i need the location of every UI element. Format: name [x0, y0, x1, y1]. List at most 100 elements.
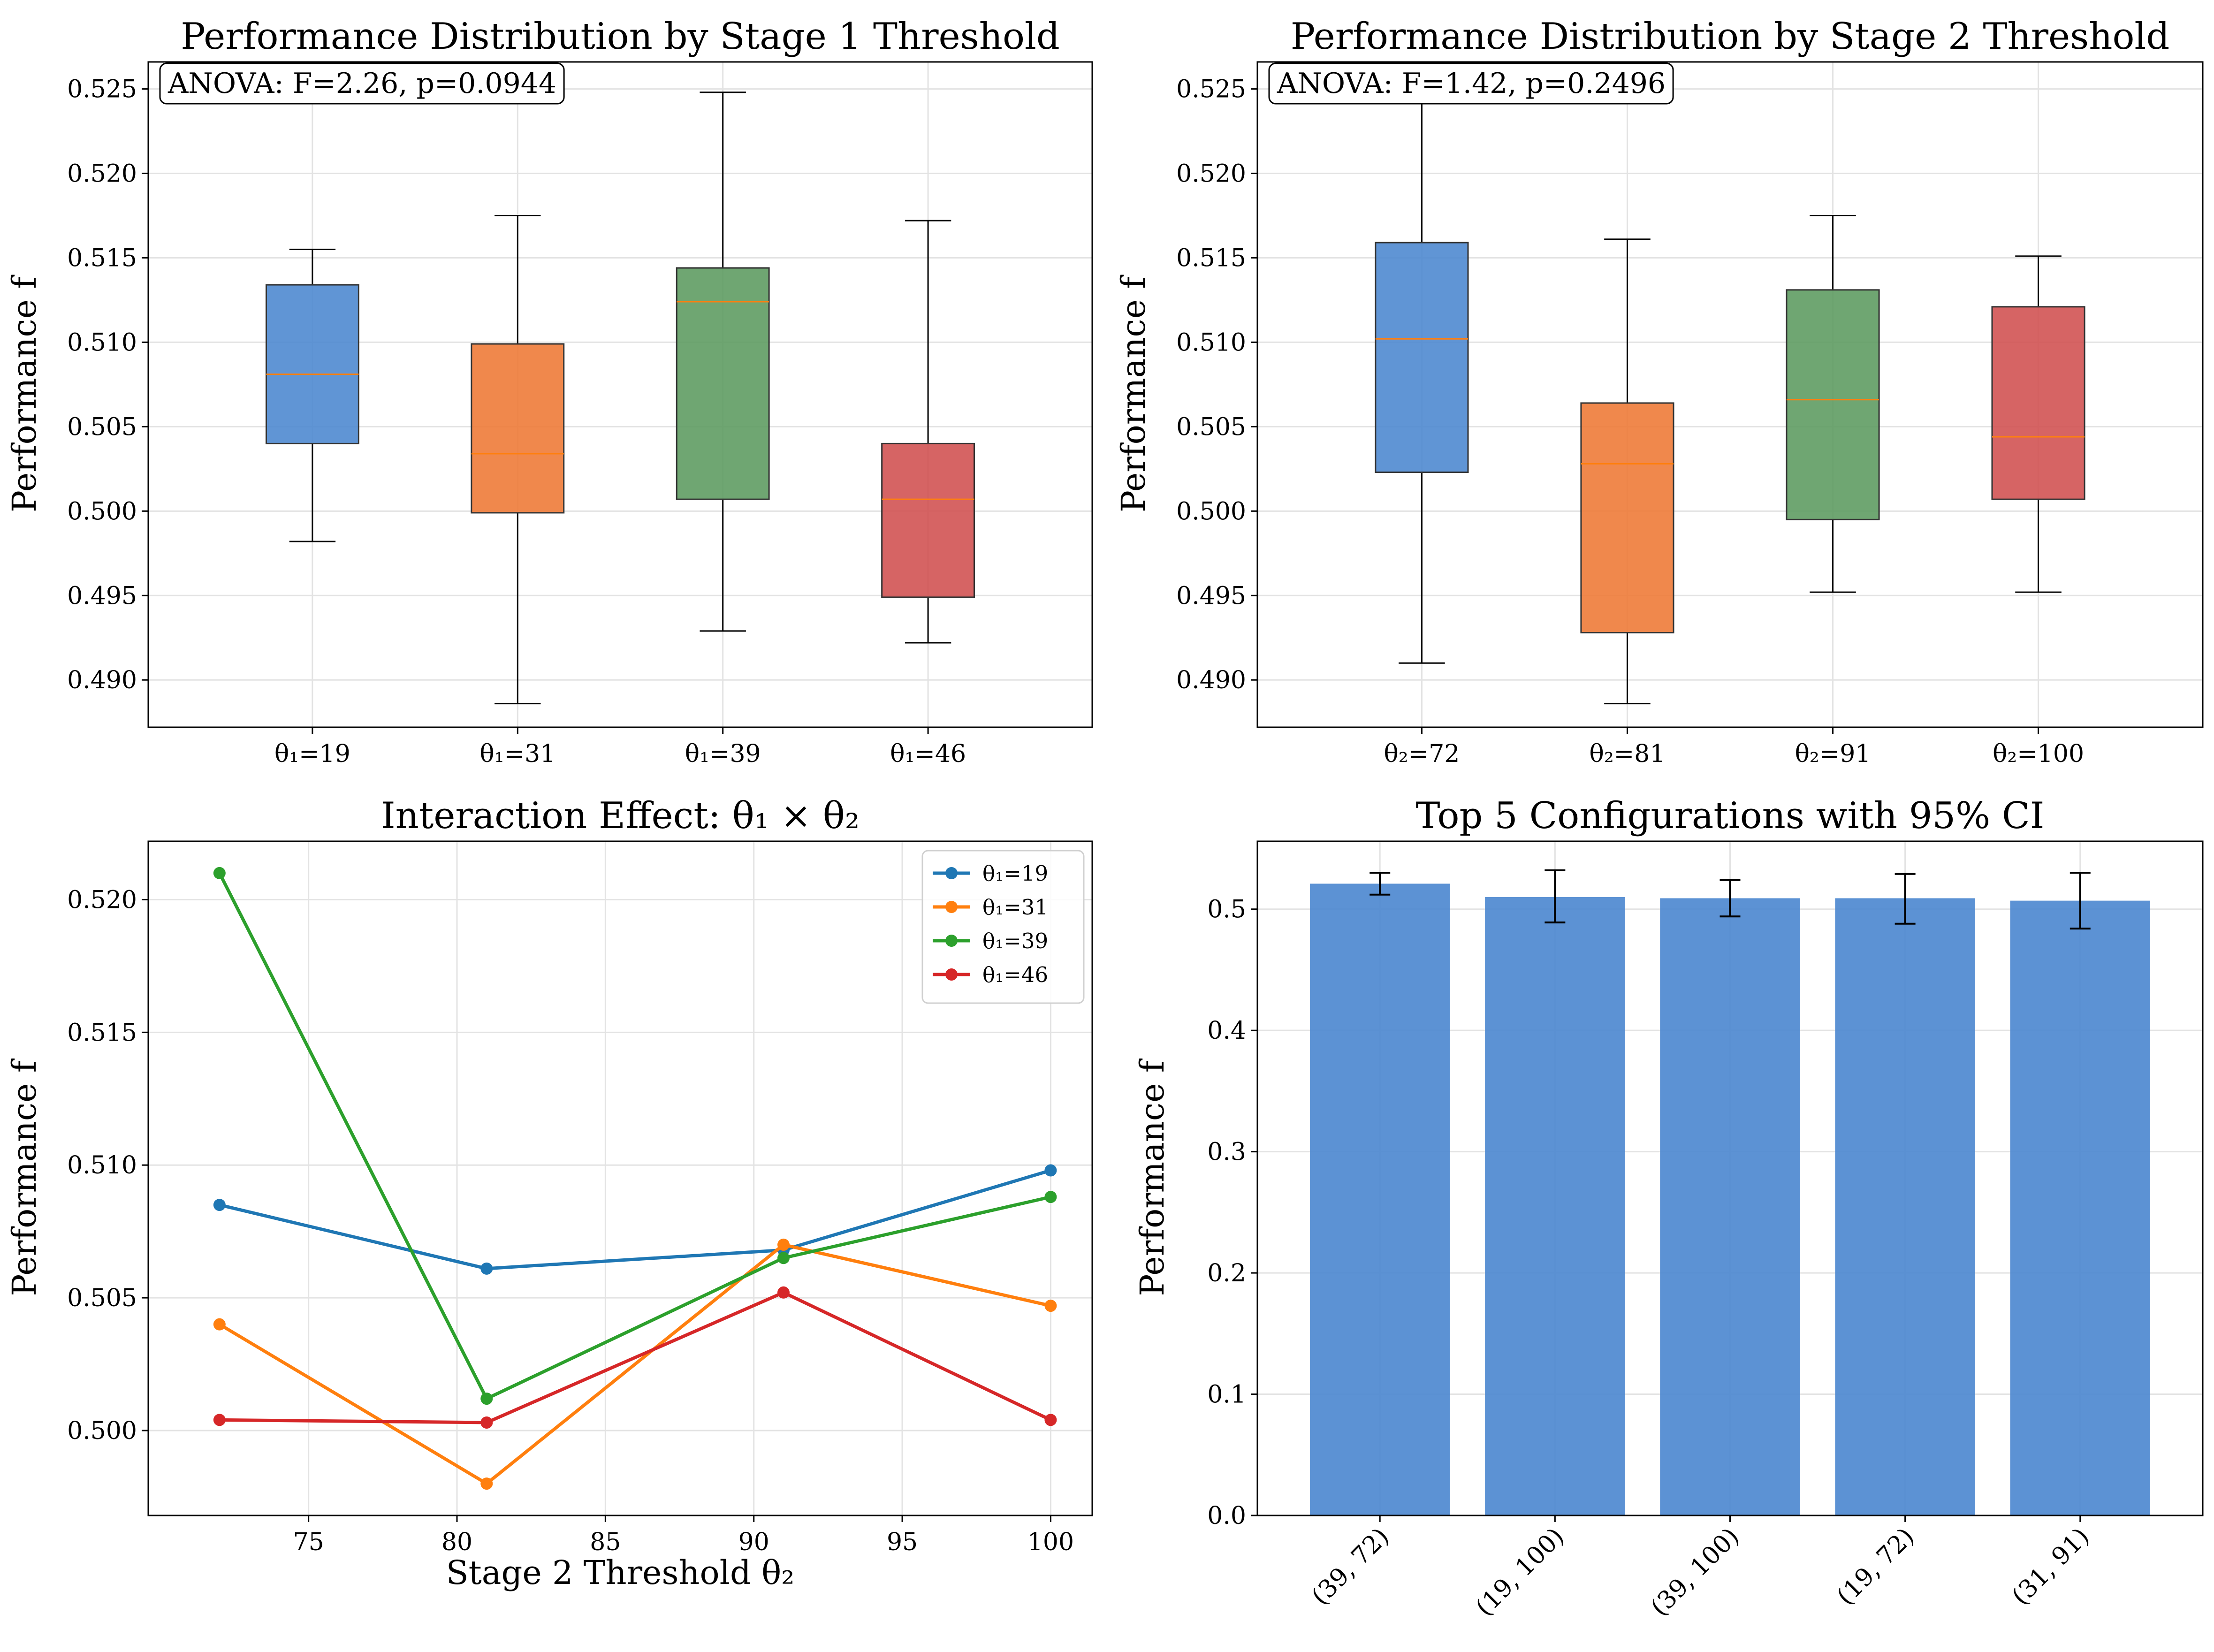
panel2-box-0: [1375, 242, 1469, 473]
panel3-series-3-point-2: [777, 1286, 790, 1299]
panel1-anova-text: ANOVA: F=2.26, p=0.0944: [167, 67, 556, 100]
panel2-ytick-label-3: 0.505: [1176, 413, 1246, 441]
panel3-ytick-label-1: 0.505: [67, 1284, 137, 1312]
panel1-ytick-label-1: 0.495: [67, 582, 137, 610]
panel1-ytick-label-4: 0.510: [67, 328, 137, 357]
panel3-legend-label-2: θ₁=39: [982, 929, 1048, 953]
panel2-title: Performance Distribution by Stage 2 Thre…: [1291, 15, 2170, 58]
panel3-xtick-label-4: 95: [887, 1528, 918, 1556]
panel3-legend-marker-0: [945, 867, 958, 879]
panel2-box-2: [1786, 289, 1880, 520]
panel3-series-3-point-3: [1044, 1414, 1057, 1426]
panel2-ytick-label-5: 0.515: [1176, 244, 1246, 272]
panel3-legend-label-1: θ₁=31: [982, 895, 1048, 920]
panel2-xtick-label-0: θ₂=72: [1384, 740, 1460, 768]
panel3-legend-label-0: θ₁=19: [982, 861, 1048, 886]
panel2-box-1: [1580, 402, 1674, 633]
panel1-ylabel: Performance f: [5, 274, 44, 512]
panel1-xtick-label-0: θ₁=19: [274, 740, 350, 768]
panel3-series-3-point-1: [480, 1416, 493, 1429]
panel4-ytick-label-2: 0.2: [1207, 1259, 1246, 1287]
panel2-xtick-label-3: θ₂=100: [1993, 740, 2084, 768]
panel3-ytick-label-0: 0.500: [67, 1417, 137, 1445]
panel4-ytick-label-3: 0.3: [1207, 1138, 1246, 1166]
panel4-ytick-label-5: 0.5: [1207, 896, 1246, 924]
panel1-box-2: [676, 267, 770, 500]
panel3-xtick-label-5: 100: [1027, 1528, 1074, 1556]
panel1-box-0: [266, 284, 359, 444]
panel2-frame: [1256, 61, 2204, 728]
panel3-series-line-2: [218, 872, 1051, 1401]
panel3-ytick-label-2: 0.510: [67, 1151, 137, 1180]
panel3-series-0-point-0: [213, 1199, 226, 1211]
panel2-anova-text: ANOVA: F=1.42, p=0.2496: [1277, 67, 1666, 100]
panel1-frame: [147, 61, 1093, 728]
panel3-series-line-1: [219, 1243, 1051, 1485]
panel4-ytick-label-4: 0.4: [1207, 1017, 1246, 1045]
panel3-xtick-label-0: 75: [293, 1528, 324, 1556]
panel3-xtick-label-2: 85: [590, 1528, 621, 1556]
panel3-series-1-point-0: [213, 1318, 226, 1331]
panel2-xtick-label-1: θ₂=81: [1590, 740, 1666, 768]
panel1-anova-annotation: ANOVA: F=2.26, p=0.0944: [159, 62, 565, 105]
panel3-frame: [147, 840, 1093, 1516]
panel3-legend-marker-1: [945, 901, 958, 913]
panel3-legend-box: [921, 850, 1085, 1004]
panel3-xtick-label-3: 90: [738, 1528, 769, 1556]
panel1-ytick-label-0: 0.490: [67, 666, 137, 694]
panel3-series-2-point-2: [777, 1252, 790, 1264]
panel4-bar-0: [1309, 883, 1450, 1515]
panel4-bar-1: [1485, 897, 1625, 1515]
panel3-series-1-point-2: [777, 1238, 790, 1251]
panel3-ylabel: Performance f: [5, 1058, 44, 1296]
panel1-ytick-label-7: 0.525: [67, 76, 137, 104]
panel3-series-line-0: [219, 1169, 1051, 1271]
panel1-ytick-label-2: 0.500: [67, 497, 137, 525]
panel3-legend-marker-2: [945, 935, 958, 947]
panel3-ytick-label-3: 0.515: [67, 1019, 137, 1047]
panel3-xlabel: Stage 2 Threshold θ₂: [446, 1553, 795, 1592]
panel2-anova-annotation: ANOVA: F=1.42, p=0.2496: [1268, 62, 1674, 105]
panel2-ytick-label-1: 0.495: [1176, 582, 1246, 610]
panel3-xtick-label-1: 80: [441, 1528, 472, 1556]
panel1-box-1: [471, 343, 565, 514]
panel1-title: Performance Distribution by Stage 1 Thre…: [181, 15, 1060, 58]
panel4-title: Top 5 Configurations with 95% CI: [1416, 795, 2045, 837]
panel1-ytick-label-3: 0.505: [67, 413, 137, 441]
panel3-series-0-point-3: [1044, 1164, 1057, 1177]
panel4-ylabel: Performance f: [1133, 1058, 1172, 1296]
panel1-box-3: [881, 442, 975, 598]
panel1-xtick-label-2: θ₁=39: [685, 740, 761, 768]
panel3-legend-marker-3: [945, 968, 958, 981]
panel4-bar-2: [1660, 898, 1800, 1515]
panel1-xtick-label-3: θ₁=46: [890, 740, 966, 768]
panel2-ytick-label-4: 0.510: [1176, 328, 1246, 357]
panel1-xtick-label-1: θ₁=31: [479, 740, 555, 768]
panel1-ytick-label-6: 0.520: [67, 160, 137, 188]
panel4-ytick-label-0: 0.0: [1207, 1502, 1246, 1530]
panel1-ytick-label-5: 0.515: [67, 244, 137, 272]
panel3-series-2-point-0: [213, 867, 226, 879]
panel2-ytick-label-7: 0.525: [1176, 76, 1246, 104]
panel3-legend-label-3: θ₁=46: [982, 962, 1048, 987]
panel2-anova-box: [1268, 62, 1674, 105]
panel4-ytick-label-1: 0.1: [1207, 1381, 1246, 1409]
panel4-bar-4: [2010, 900, 2151, 1515]
panel3-series-1-point-1: [480, 1477, 493, 1490]
panel3-series-1-point-3: [1044, 1300, 1057, 1312]
panel1-anova-box: [159, 62, 565, 105]
panel2-ylabel: Performance f: [1114, 274, 1153, 512]
panel4-frame: [1256, 840, 2204, 1516]
panel4-bar-3: [1835, 898, 1975, 1515]
panel3-series-0-point-1: [480, 1262, 493, 1275]
panel2-ytick-label-0: 0.490: [1176, 666, 1246, 694]
panel2-ytick-label-2: 0.500: [1176, 497, 1246, 525]
panel2-box-3: [1991, 306, 2085, 500]
panel3-series-2-point-3: [1044, 1191, 1057, 1203]
panel3-ytick-label-4: 0.520: [67, 886, 137, 914]
panel3-title: Interaction Effect: θ₁ × θ₂: [381, 795, 860, 837]
panel3-series-3-point-0: [213, 1414, 226, 1426]
panel3-series-line-3: [219, 1291, 1051, 1424]
